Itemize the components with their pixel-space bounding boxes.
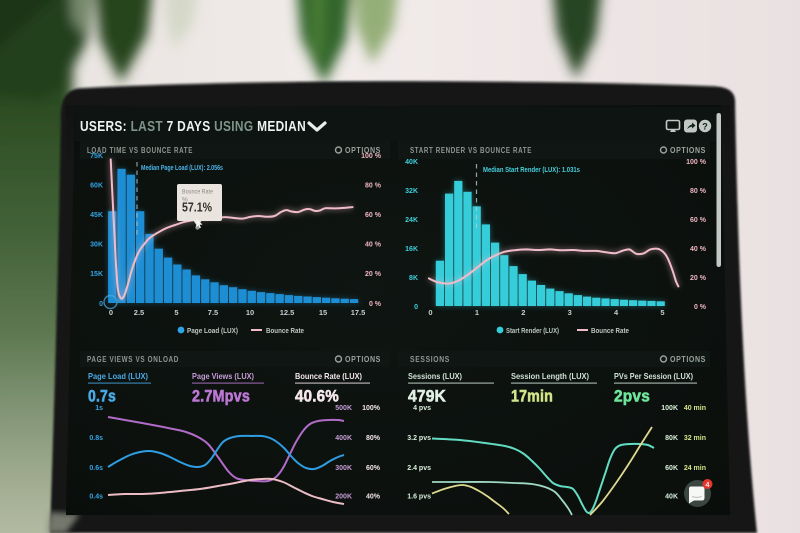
svg-text:20 %: 20 %: [690, 275, 707, 282]
svg-text:12.5: 12.5: [280, 308, 295, 317]
svg-text:40K: 40K: [405, 159, 418, 166]
svg-text:40.6%: 40.6%: [295, 387, 339, 406]
svg-text:0: 0: [99, 301, 103, 308]
svg-text:60%: 60%: [366, 465, 381, 472]
svg-text:Page Load (LUX): Page Load (LUX): [187, 326, 238, 335]
svg-text:57.1%: 57.1%: [182, 200, 212, 215]
svg-text:0: 0: [414, 304, 418, 311]
svg-text:1: 1: [475, 308, 479, 317]
svg-text:OPTIONS: OPTIONS: [670, 146, 706, 155]
svg-text:80 %: 80 %: [690, 188, 707, 195]
svg-text:60 %: 60 %: [365, 212, 382, 219]
svg-text:4 pvs: 4 pvs: [413, 405, 431, 412]
svg-text:40%: 40%: [366, 494, 381, 501]
svg-text:START RENDER VS BOUNCE RATE: START RENDER VS BOUNCE RATE: [410, 146, 532, 155]
svg-text:Bounce Rate: Bounce Rate: [591, 326, 629, 335]
svg-text:500K: 500K: [335, 405, 352, 412]
svg-text:100%: 100%: [362, 405, 381, 412]
svg-text:2.4 pvs: 2.4 pvs: [407, 465, 431, 472]
svg-text:0: 0: [428, 308, 432, 317]
svg-text:32 min: 32 min: [684, 435, 706, 442]
svg-text:40 %: 40 %: [690, 246, 707, 253]
svg-text:0 %: 0 %: [694, 304, 707, 311]
svg-text:24K: 24K: [405, 217, 418, 224]
svg-text:60 %: 60 %: [690, 217, 707, 224]
svg-text:%: %: [182, 197, 188, 204]
svg-text:Session Length (LUX): Session Length (LUX): [511, 371, 589, 381]
svg-text:Median Page Load (LUX): 2.056s: Median Page Load (LUX): 2.056s: [141, 165, 223, 172]
svg-text:479K: 479K: [408, 387, 446, 406]
svg-text:40K: 40K: [665, 494, 678, 501]
svg-text:0.4s: 0.4s: [89, 494, 103, 501]
svg-text:5: 5: [174, 308, 178, 317]
svg-text:80K: 80K: [665, 435, 678, 442]
svg-text:Bounce Rate (LUX): Bounce Rate (LUX): [295, 371, 362, 381]
svg-text:3.2 pvs: 3.2 pvs: [407, 435, 431, 442]
svg-text:80%: 80%: [366, 435, 381, 442]
svg-text:Median Start Render (LUX): 1.0: Median Start Render (LUX): 1.031s: [483, 167, 580, 174]
svg-text:80 %: 80 %: [365, 182, 382, 189]
svg-text:10: 10: [246, 308, 254, 317]
svg-text:32K: 32K: [405, 188, 418, 195]
svg-text:40 min: 40 min: [684, 405, 706, 412]
svg-text:4: 4: [614, 308, 619, 317]
svg-text:30K: 30K: [90, 242, 103, 249]
svg-text:1s: 1s: [95, 405, 103, 412]
svg-text:20 %: 20 %: [365, 271, 382, 278]
svg-text:400K: 400K: [335, 435, 352, 442]
svg-text:Sessions (LUX): Sessions (LUX): [408, 371, 462, 381]
svg-text:SESSIONS: SESSIONS: [410, 355, 450, 364]
svg-text:75K: 75K: [90, 153, 103, 160]
svg-text:15K: 15K: [90, 271, 103, 278]
svg-text:0 %: 0 %: [369, 301, 382, 308]
svg-text:100 %: 100 %: [686, 159, 707, 166]
svg-text:0: 0: [109, 308, 113, 317]
svg-text:200K: 200K: [335, 494, 352, 501]
svg-text:Start Render (LUX): Start Render (LUX): [506, 326, 559, 335]
svg-text:60K: 60K: [665, 465, 678, 472]
svg-text:7.5: 7.5: [208, 308, 218, 317]
svg-text:OPTIONS: OPTIONS: [670, 355, 706, 364]
svg-text:100K: 100K: [661, 405, 678, 412]
svg-text:OPTIONS: OPTIONS: [345, 146, 381, 155]
svg-text:2: 2: [521, 308, 525, 317]
svg-text:100 %: 100 %: [361, 153, 382, 160]
svg-text:Bounce Rate: Bounce Rate: [266, 326, 304, 335]
svg-text:45K: 45K: [90, 212, 103, 219]
svg-text:2pvs: 2pvs: [614, 387, 650, 406]
svg-text:24 min: 24 min: [684, 465, 706, 472]
svg-text:0.6s: 0.6s: [89, 465, 103, 472]
svg-text:2.7Mpvs: 2.7Mpvs: [192, 387, 250, 406]
svg-text:5: 5: [660, 308, 664, 317]
svg-text:300K: 300K: [335, 465, 352, 472]
svg-text:PVs Per Session (LUX): PVs Per Session (LUX): [614, 371, 693, 381]
svg-text:USERS: LAST 7 DAYS USING MEDIA: USERS: LAST 7 DAYS USING MEDIAN: [80, 119, 306, 135]
svg-text:60K: 60K: [90, 182, 103, 189]
svg-text:Page Views (LUX): Page Views (LUX): [192, 371, 254, 381]
svg-text:2.5: 2.5: [134, 308, 144, 317]
svg-text:15: 15: [319, 308, 327, 317]
svg-text:OPTIONS: OPTIONS: [345, 355, 381, 364]
svg-text:16K: 16K: [405, 246, 418, 253]
svg-text:?: ?: [702, 122, 708, 132]
svg-text:1.6 pvs: 1.6 pvs: [407, 494, 431, 501]
svg-text:40 %: 40 %: [365, 242, 382, 249]
svg-text:4: 4: [705, 480, 710, 489]
svg-text:8K: 8K: [409, 275, 418, 282]
svg-text:Page Load (LUX): Page Load (LUX): [88, 371, 148, 381]
svg-text:0.8s: 0.8s: [89, 435, 103, 442]
svg-text:3: 3: [568, 308, 572, 317]
svg-text:17min: 17min: [511, 387, 553, 406]
svg-text:LOAD TIME VS BOUNCE RATE: LOAD TIME VS BOUNCE RATE: [87, 146, 193, 155]
svg-text:0.7s: 0.7s: [88, 387, 116, 406]
svg-text:Bounce Rate: Bounce Rate: [182, 189, 213, 196]
svg-text:PAGE VIEWS VS ONLOAD: PAGE VIEWS VS ONLOAD: [87, 355, 179, 364]
svg-text:17.5: 17.5: [351, 308, 366, 317]
